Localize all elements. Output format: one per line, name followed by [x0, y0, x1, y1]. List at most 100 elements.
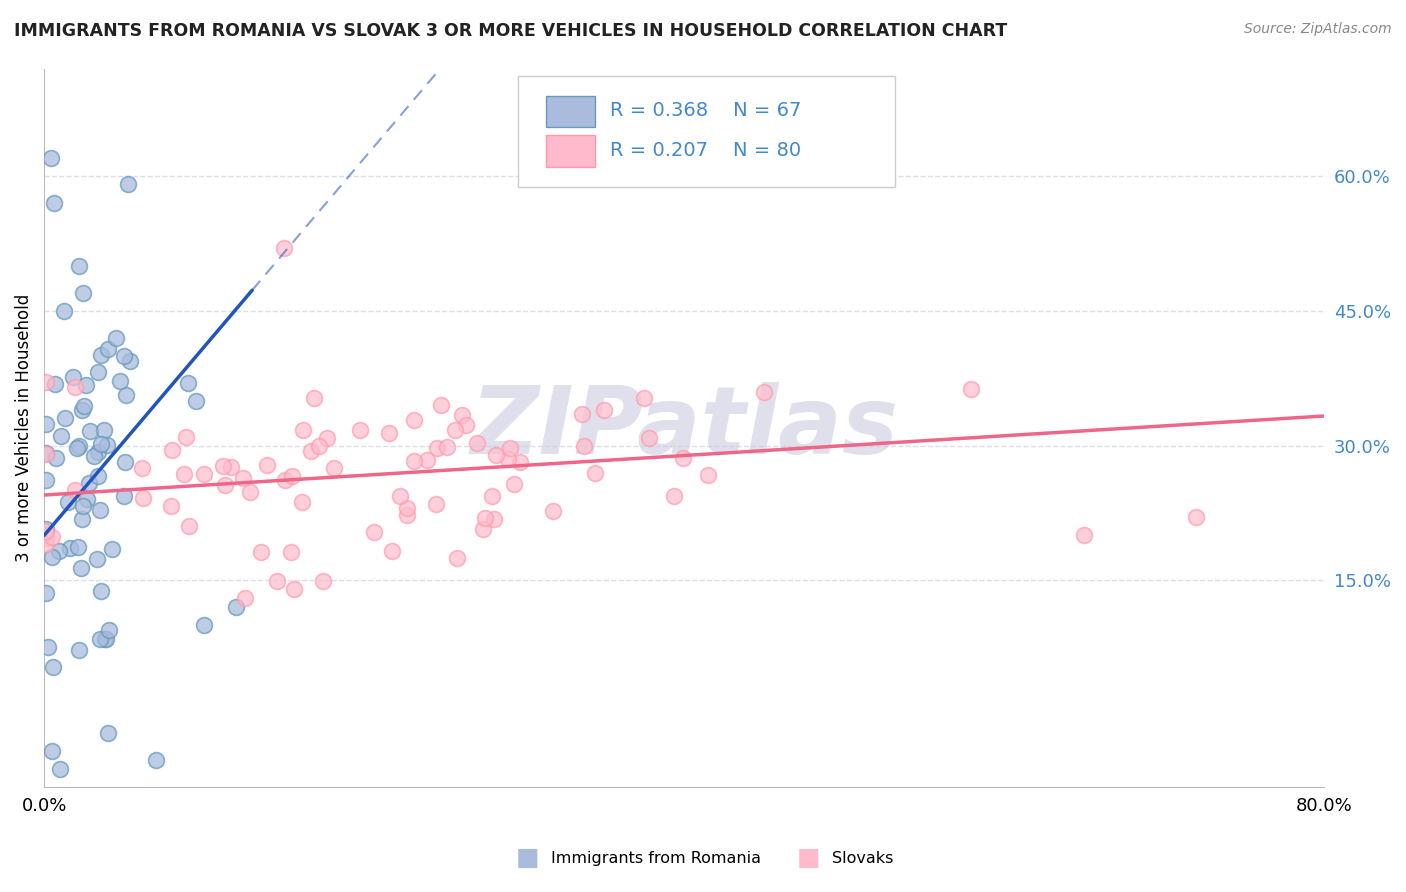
Point: [94, 632, 117, 647]
Point: [97, 343, 120, 357]
Point: [90, 348, 112, 362]
Point: [430, 398, 453, 412]
Point: [35, 473, 58, 487]
Point: [75, 378, 97, 392]
Point: [482, 512, 505, 526]
Point: [467, 435, 489, 450]
Point: [266, 574, 288, 588]
Point: [59, 541, 82, 555]
Point: [97, 726, 120, 740]
Point: [72, 285, 94, 300]
Point: [1073, 528, 1095, 542]
Point: [65, 442, 87, 456]
Text: R = 0.207    N = 80: R = 0.207 N = 80: [610, 141, 801, 160]
Point: [239, 485, 262, 500]
Point: [41, 530, 63, 544]
Point: [53, 410, 76, 425]
Point: [395, 508, 418, 522]
Point: [112, 489, 135, 503]
Point: [35, 537, 58, 551]
Point: [481, 489, 503, 503]
Point: [177, 376, 200, 390]
Point: [697, 468, 720, 483]
Point: [176, 430, 198, 444]
Point: [35, 447, 58, 461]
Point: [662, 489, 685, 503]
Point: [37, 640, 59, 654]
Point: [273, 241, 295, 255]
Point: [101, 541, 124, 556]
Text: ZIPatlas: ZIPatlas: [470, 382, 898, 474]
Point: [72, 399, 94, 413]
Point: [509, 454, 531, 468]
Point: [105, 331, 128, 345]
Point: [312, 574, 335, 589]
Point: [593, 402, 616, 417]
Point: [349, 423, 371, 437]
Point: [114, 455, 136, 469]
Point: [87, 444, 110, 458]
Point: [193, 467, 215, 482]
Point: [232, 471, 254, 485]
Point: [45, 451, 67, 466]
Point: [211, 459, 233, 474]
Point: [485, 448, 508, 462]
Point: [498, 441, 520, 455]
Point: [184, 393, 207, 408]
Point: [52, 304, 75, 318]
Point: [415, 453, 437, 467]
Point: [214, 478, 236, 492]
Point: [35, 522, 58, 536]
Point: [41, 660, 63, 674]
Point: [280, 469, 302, 483]
Point: [56, 495, 79, 509]
Point: [76, 492, 98, 507]
Point: [132, 491, 155, 505]
Text: ■: ■: [797, 847, 820, 870]
Point: [131, 461, 153, 475]
Point: [446, 551, 468, 566]
Point: [451, 409, 474, 423]
Point: [35, 417, 58, 432]
Point: [77, 476, 100, 491]
Point: [402, 453, 425, 467]
Point: [70, 402, 93, 417]
Text: ■: ■: [516, 847, 538, 870]
Point: [283, 582, 305, 596]
Point: [118, 354, 141, 368]
Point: [48, 543, 70, 558]
Point: [69, 643, 91, 657]
Point: [35, 532, 58, 546]
Point: [89, 503, 111, 517]
Point: [173, 467, 195, 481]
Point: [302, 391, 325, 405]
Point: [112, 349, 135, 363]
Point: [280, 544, 302, 558]
Text: Source: ZipAtlas.com: Source: ZipAtlas.com: [1244, 22, 1392, 37]
Point: [41, 744, 63, 758]
Point: [274, 474, 297, 488]
Point: [474, 510, 496, 524]
Point: [87, 469, 110, 483]
Point: [299, 443, 322, 458]
Point: [503, 476, 526, 491]
Point: [1185, 510, 1208, 524]
Point: [377, 425, 399, 440]
Text: R = 0.368    N = 67: R = 0.368 N = 67: [610, 102, 801, 120]
Point: [454, 418, 477, 433]
Point: [159, 499, 181, 513]
Point: [51, 429, 73, 443]
Point: [426, 442, 449, 456]
Point: [638, 431, 661, 445]
Point: [72, 500, 94, 514]
Point: [39, 151, 62, 165]
Text: Immigrants from Romania: Immigrants from Romania: [551, 851, 761, 865]
Point: [96, 438, 118, 452]
Point: [179, 519, 201, 533]
Point: [63, 380, 86, 394]
Text: Slovaks: Slovaks: [832, 851, 894, 865]
Point: [35, 585, 58, 599]
Point: [90, 437, 112, 451]
Point: [291, 495, 314, 509]
FancyBboxPatch shape: [546, 95, 595, 128]
